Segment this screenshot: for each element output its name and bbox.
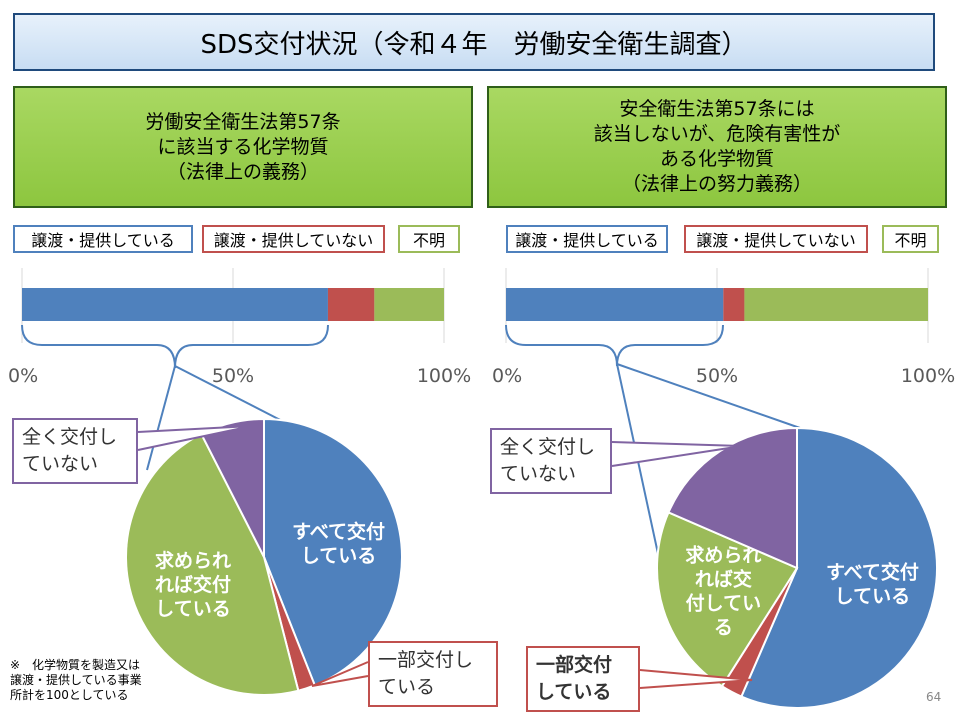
brace [505, 324, 724, 367]
footnote-line: ※ 化学物質を製造又は [10, 658, 141, 672]
pie-slice [667, 426, 798, 570]
pie-slice [125, 432, 300, 696]
category-line: ある化学物質 [659, 148, 774, 170]
callout-line: している [536, 681, 612, 703]
callout-line: ていない [500, 463, 577, 485]
legend-unknown: 不明 [398, 225, 460, 253]
slide-title: SDS交付状況（令和４年 労働安全衛生調査） [13, 13, 935, 71]
slice-label: すべて交付 [292, 520, 385, 543]
bar-segment [723, 288, 745, 321]
category-line: 安全衛生法第57条には [619, 98, 815, 120]
callout-pointer [311, 661, 369, 687]
tick-label: 0% [492, 365, 522, 387]
legend-not-provided: 譲渡・提供していない [684, 225, 868, 253]
callout-partial-right: 一部交付 している [526, 646, 640, 712]
tick-label: 100% [901, 365, 955, 387]
legend-provided: 譲渡・提供している [506, 225, 668, 253]
category-line: （法律上の義務） [166, 160, 319, 183]
tick-label: 50% [696, 365, 738, 387]
bar-segment [327, 288, 375, 321]
callout-pointer [137, 425, 253, 451]
slice-label: している [155, 598, 230, 620]
footnote: ※ 化学物質を製造又は 譲渡・提供している事業 所計を100としている [10, 658, 142, 703]
slice-label: 求められ [155, 549, 231, 572]
zoom-line [146, 365, 176, 471]
callout-line: 一部交付し [378, 649, 474, 671]
category-box-non-article57: 安全衛生法第57条には該当しないが、危険有害性が ある化学物質 （法律上の努力義務） [487, 86, 947, 208]
pie-slice [656, 511, 799, 688]
pie-slice [263, 417, 403, 687]
callout-line: 全く交付し [500, 436, 596, 458]
category-line: 該当しないが、危険有害性が [593, 123, 841, 145]
callout-none-right: 全く交付し ていない [490, 428, 612, 494]
slice-label: している [301, 545, 376, 567]
slice-label: れば交 [695, 568, 752, 591]
legend-unknown: 不明 [882, 225, 939, 253]
legend-provided: 譲渡・提供している [13, 225, 193, 253]
tick-label: 50% [212, 365, 254, 387]
bar-segment [506, 288, 724, 321]
tick-label: 0% [8, 365, 38, 387]
footnote-line: 譲渡・提供している事業 [10, 673, 142, 687]
slice-label: している [835, 586, 910, 608]
callout-pointer [639, 669, 753, 689]
slice-label: 求められ [685, 544, 761, 567]
callout-pointer [611, 441, 743, 467]
callout-line: 一部交付 [536, 654, 613, 676]
footnote-line: 所計を100としている [10, 688, 129, 702]
category-line: に該当する化学物質 [157, 135, 329, 158]
callout-line: 全く交付し [22, 426, 118, 448]
bar-segment [744, 288, 928, 321]
callout-none-left: 全く交付し ていない [12, 418, 138, 484]
slice-label: る [714, 617, 733, 639]
slice-label: すべて交付 [826, 561, 919, 584]
tick-label: 100% [417, 365, 471, 387]
bar-segment [374, 288, 444, 321]
callout-partial-left: 一部交付し ている [368, 641, 498, 707]
callout-line: ている [378, 676, 436, 698]
legend-not-provided: 譲渡・提供していない [202, 225, 385, 253]
category-line: 労働安全衛生法第57条 [145, 110, 341, 133]
zoom-line [616, 363, 801, 429]
bar-segment [22, 288, 328, 321]
slice-label: 付してい [686, 592, 761, 615]
page-number: 64 [926, 690, 942, 704]
zoom-line [174, 365, 291, 426]
callout-line: ていない [22, 453, 99, 475]
pie-slice [740, 426, 938, 709]
category-line: （法律上の努力義務） [621, 173, 812, 195]
brace [21, 324, 329, 369]
category-box-article57: 労働安全衛生法第57条 に該当する化学物質 （法律上の義務） [13, 86, 473, 208]
slice-label: れば交付 [155, 573, 231, 596]
